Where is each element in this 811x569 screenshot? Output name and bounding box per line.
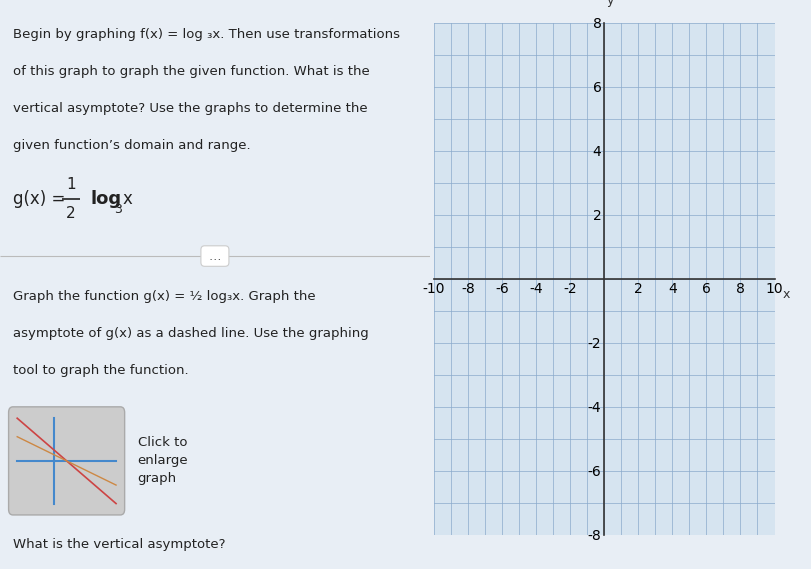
- Text: 2: 2: [67, 206, 75, 221]
- Text: x: x: [122, 190, 132, 208]
- Text: 1: 1: [67, 178, 75, 192]
- Text: vertical asymptote? Use the graphs to determine the: vertical asymptote? Use the graphs to de…: [13, 102, 367, 116]
- Text: g(x) =: g(x) =: [13, 190, 71, 208]
- Text: of this graph to graph the given function. What is the: of this graph to graph the given functio…: [13, 65, 370, 79]
- Text: 3: 3: [114, 203, 122, 216]
- Text: Graph the function g(x) = ½ log₃x. Graph the: Graph the function g(x) = ½ log₃x. Graph…: [13, 290, 315, 303]
- Text: tool to graph the function.: tool to graph the function.: [13, 364, 188, 377]
- Text: Click to
enlarge
graph: Click to enlarge graph: [138, 436, 188, 485]
- Text: y: y: [607, 0, 614, 7]
- Text: log: log: [90, 190, 122, 208]
- FancyBboxPatch shape: [9, 407, 125, 515]
- Text: Begin by graphing f(x) = log ₃x. Then use transformations: Begin by graphing f(x) = log ₃x. Then us…: [13, 28, 400, 42]
- Text: given function’s domain and range.: given function’s domain and range.: [13, 139, 251, 152]
- Text: …: …: [204, 250, 225, 262]
- Text: asymptote of g(x) as a dashed line. Use the graphing: asymptote of g(x) as a dashed line. Use …: [13, 327, 369, 340]
- Text: x: x: [783, 288, 790, 302]
- Text: What is the vertical asymptote?: What is the vertical asymptote?: [13, 538, 225, 551]
